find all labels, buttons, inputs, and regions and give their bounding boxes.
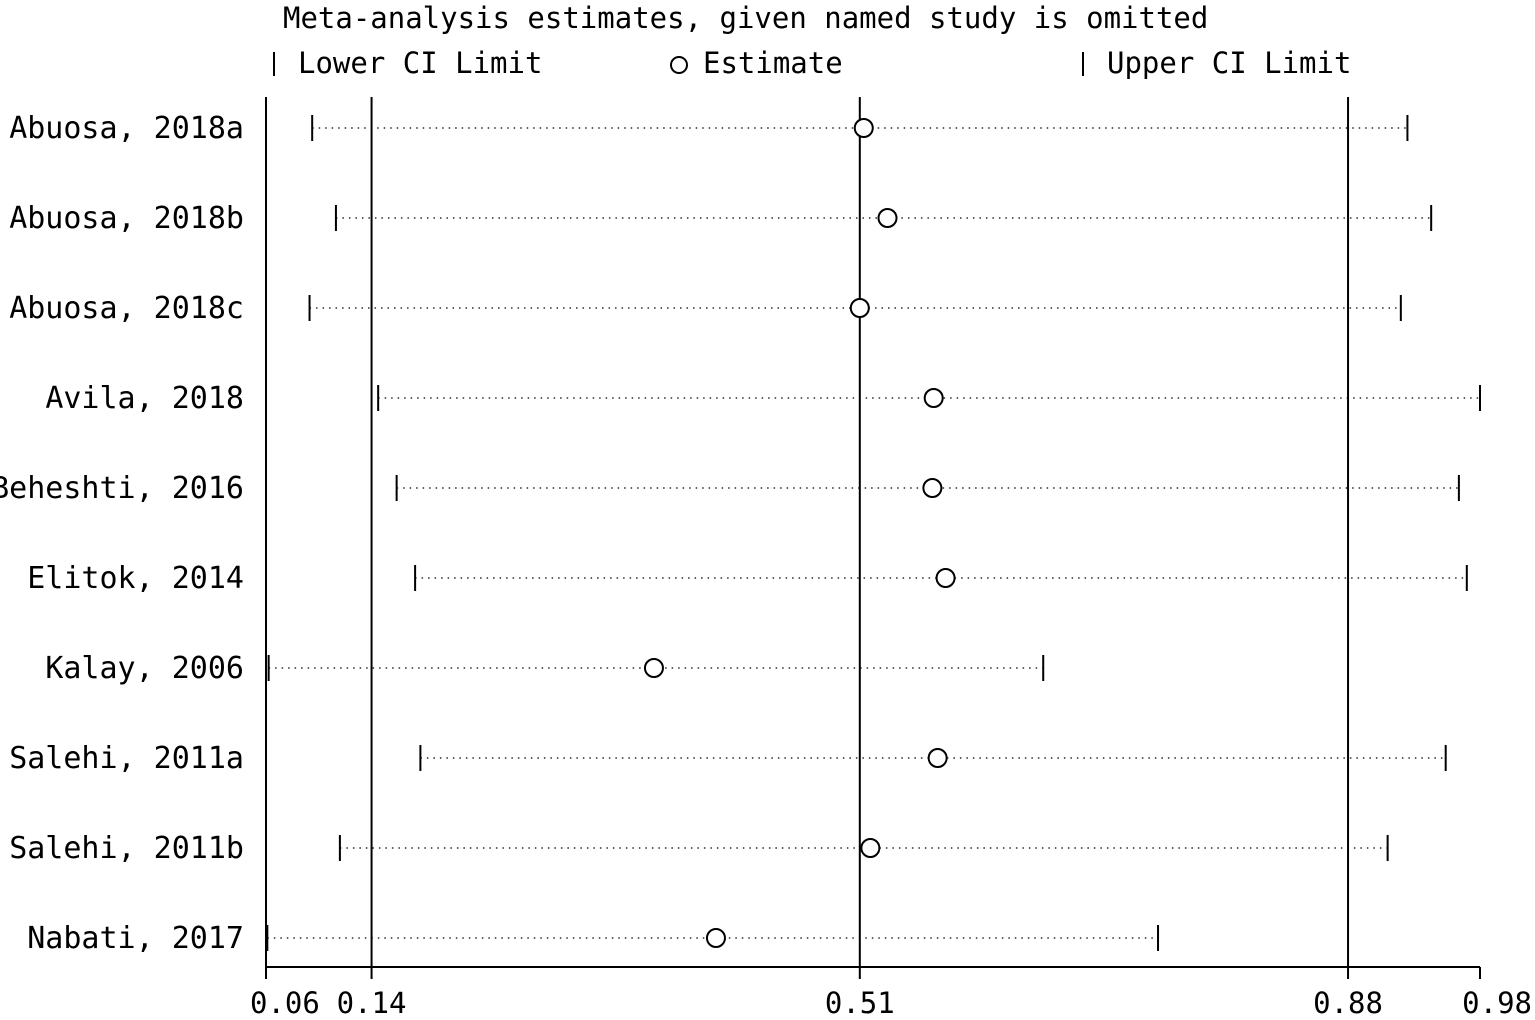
x-tick-label: 0.98 [1462,986,1532,1020]
study-label: Beheshti, 2016 [0,471,244,506]
study-row: Elitok, 2014 [27,561,1468,596]
x-axis-ticks: 0.06 0.14 0.51 0.88 0.98 [250,967,1532,1020]
chart-title: Meta-analysis estimates, given named stu… [283,1,1208,35]
study-label: Abuosa, 2018c [9,291,244,326]
x-tick-label: 0.06 [250,986,320,1020]
study-label: Avila, 2018 [45,381,244,416]
estimate-marker [705,928,726,948]
study-row: Beheshti, 2016 [0,471,1460,506]
study-label: Nabati, 2017 [27,921,244,956]
estimate-marker [853,118,874,138]
estimate-marker [643,658,664,678]
study-label: Abuosa, 2018a [9,111,244,146]
x-tick-label: 0.51 [825,986,895,1020]
estimate-marker [927,748,948,768]
legend-estimate-marker [670,56,688,74]
study-label: Salehi, 2011a [9,741,244,776]
study-row: Abuosa, 2018a [9,111,1409,146]
legend: Lower CI Limit Estimate Upper CI Limit [273,46,1351,80]
study-row: Nabati, 2017 [27,921,1160,956]
study-row: Avila, 2018 [45,381,1481,416]
study-row: Abuosa, 2018c [9,291,1402,326]
study-label: Elitok, 2014 [27,561,244,596]
x-tick-label: 0.14 [337,986,407,1020]
reference-lines [370,97,1350,967]
study-row: Salehi, 2011b [9,831,1389,866]
estimate-marker [860,838,881,858]
legend-upper-label: Upper CI Limit [1107,46,1351,80]
x-tick-label: 0.88 [1313,986,1383,1020]
estimate-marker [849,298,870,318]
study-label: Salehi, 2011b [9,831,244,866]
study-label: Abuosa, 2018b [9,201,244,236]
estimate-marker [923,388,944,408]
estimate-marker [922,478,943,498]
estimate-marker [935,568,956,588]
study-label: Kalay, 2006 [45,651,244,686]
study-rows: Abuosa, 2018a Abuosa, 2018b Abuosa, 2018c A… [0,111,1481,956]
legend-estimate-label: Estimate [703,46,843,80]
study-row: Salehi, 2011a [9,741,1447,776]
study-row: Abuosa, 2018b [9,201,1433,236]
estimate-marker [877,208,898,228]
study-row: Kalay, 2006 [45,651,1045,686]
legend-lower-label: Lower CI Limit [298,46,542,80]
